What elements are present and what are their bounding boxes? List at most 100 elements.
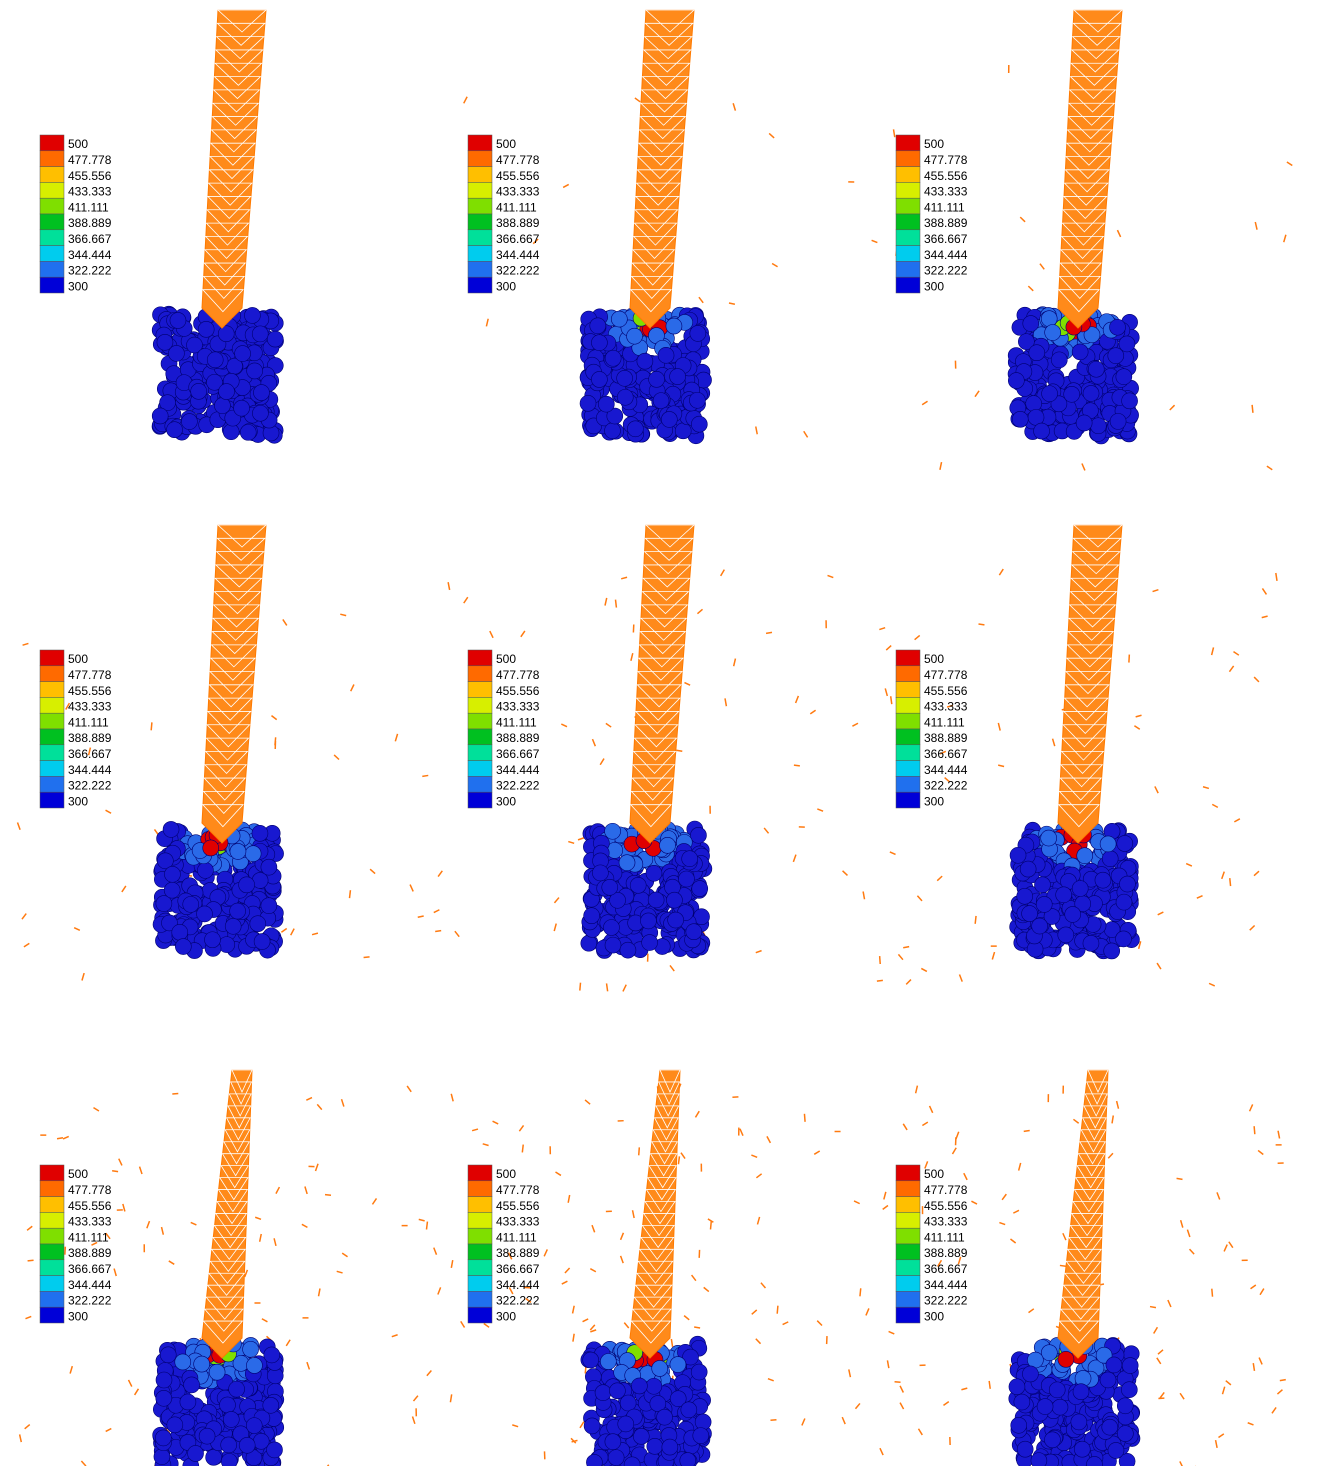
spark xyxy=(334,755,339,760)
particle xyxy=(1108,348,1124,364)
spark xyxy=(725,698,726,706)
legend-label: 433.333 xyxy=(68,700,112,714)
spark xyxy=(106,810,112,813)
particle xyxy=(1072,344,1088,360)
legend-swatch xyxy=(468,214,492,230)
legend-swatch xyxy=(468,1307,492,1323)
legend-swatch xyxy=(40,1181,64,1197)
spark xyxy=(1177,1178,1183,1179)
spark xyxy=(1082,463,1085,470)
particle xyxy=(680,1453,696,1466)
particle xyxy=(223,1411,239,1427)
legend-label: 366.667 xyxy=(496,747,540,761)
particle xyxy=(219,384,235,400)
spark xyxy=(877,980,883,981)
particle xyxy=(244,307,260,323)
particle xyxy=(246,1357,262,1373)
particle xyxy=(1095,872,1111,888)
particle xyxy=(590,318,606,334)
particle xyxy=(618,1416,634,1432)
particle xyxy=(627,421,643,437)
particle xyxy=(647,1438,663,1454)
spark xyxy=(590,1330,596,1332)
legend-label: 433.333 xyxy=(496,1215,540,1229)
legend-label: 411.111 xyxy=(496,1230,537,1244)
legend-label: 477.778 xyxy=(496,668,540,682)
particle xyxy=(1031,1453,1047,1466)
spark xyxy=(325,1195,331,1196)
particle xyxy=(1014,1394,1030,1410)
legend-label: 322.222 xyxy=(924,264,968,278)
spark xyxy=(1155,786,1158,793)
spark xyxy=(255,1217,261,1219)
spark xyxy=(1170,405,1175,410)
legend-swatch xyxy=(896,1212,920,1228)
legend-swatch xyxy=(468,697,492,713)
particle xyxy=(219,1397,235,1413)
spark xyxy=(291,929,294,936)
spark xyxy=(699,297,703,303)
spark xyxy=(306,1098,312,1101)
spark xyxy=(992,952,994,959)
spark xyxy=(670,965,674,971)
spark xyxy=(63,1136,69,1139)
spark xyxy=(129,1380,132,1387)
panel: 500477.778455.556433.333411.111388.88936… xyxy=(448,525,864,991)
spark xyxy=(392,1335,398,1337)
legend-label: 411.111 xyxy=(68,715,109,729)
spark xyxy=(734,659,736,667)
particle xyxy=(1012,411,1028,427)
spark xyxy=(544,1249,547,1256)
particle xyxy=(681,1402,697,1418)
particle xyxy=(1020,861,1036,877)
spark xyxy=(486,319,488,327)
spark xyxy=(621,1256,624,1263)
spark xyxy=(1224,1245,1227,1252)
legend-swatch xyxy=(40,1165,64,1181)
particle xyxy=(1122,1358,1138,1374)
particle xyxy=(1104,943,1120,959)
legend-swatch xyxy=(468,198,492,214)
spark xyxy=(697,609,702,613)
spark xyxy=(989,1381,990,1389)
spark xyxy=(1013,1210,1019,1213)
particle xyxy=(207,352,223,368)
spark xyxy=(434,910,440,913)
legend-swatch xyxy=(468,1260,492,1276)
spark xyxy=(18,823,21,830)
legend-label: 500 xyxy=(68,1167,88,1181)
particle xyxy=(1051,352,1067,368)
particle xyxy=(591,371,607,387)
particle xyxy=(191,383,207,399)
spark xyxy=(140,1167,142,1174)
tool xyxy=(1058,10,1122,328)
spark xyxy=(554,898,559,903)
legend-swatch xyxy=(40,1228,64,1244)
spark xyxy=(427,1371,432,1376)
spark xyxy=(802,1418,805,1425)
legend-label: 322.222 xyxy=(496,264,540,278)
spark xyxy=(1117,1101,1119,1109)
particle xyxy=(605,823,621,839)
legend-label: 477.778 xyxy=(924,668,968,682)
particle xyxy=(261,859,277,875)
spark xyxy=(891,696,892,704)
legend-label: 411.111 xyxy=(68,200,109,214)
spark xyxy=(633,1210,635,1218)
spark xyxy=(434,1248,437,1255)
spark xyxy=(122,886,126,892)
spark xyxy=(1262,588,1266,594)
particle xyxy=(221,1453,237,1466)
spark xyxy=(843,871,848,876)
legend-label: 388.889 xyxy=(496,216,540,230)
legend-label: 500 xyxy=(924,1167,944,1181)
particle xyxy=(155,1430,171,1446)
spark xyxy=(752,1310,757,1314)
legend-label: 344.444 xyxy=(924,763,968,777)
particle xyxy=(1083,385,1099,401)
spark xyxy=(1158,1350,1163,1354)
spark xyxy=(694,1327,700,1328)
spark xyxy=(1218,1434,1223,1438)
spark xyxy=(1073,1119,1078,1123)
spark xyxy=(921,968,927,971)
